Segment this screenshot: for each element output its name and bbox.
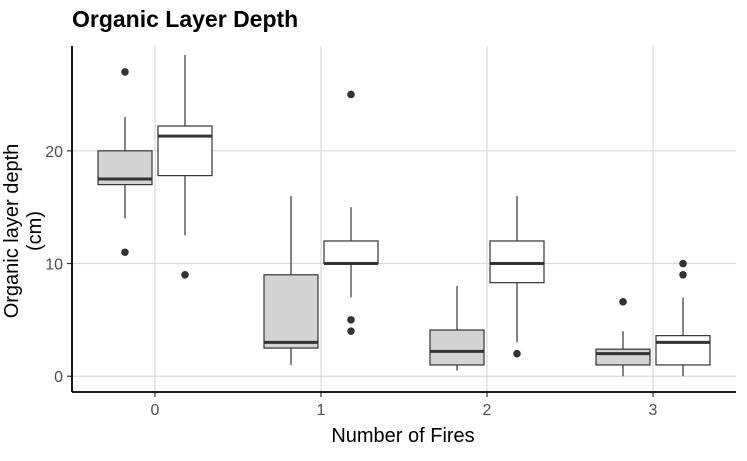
outlier-point <box>619 298 627 306</box>
chart-title: Organic Layer Depth <box>72 6 299 32</box>
box-group <box>489 195 545 358</box>
x-tick-label: 1 <box>317 402 326 419</box>
x-tick-label: 3 <box>649 402 658 419</box>
box-group <box>655 259 711 377</box>
axes: 0 10 20 0 1 2 3 <box>45 46 736 419</box>
y-axis-label: Organic layer depth (cm) <box>1 143 46 319</box>
y-tick-label: 20 <box>45 144 63 161</box>
outlier-point <box>121 68 129 76</box>
outlier-point <box>181 270 189 279</box>
box <box>323 240 379 265</box>
outlier-point <box>679 259 687 268</box>
box <box>595 348 651 366</box>
outlier-point <box>679 270 687 279</box>
outlier-point <box>513 349 521 358</box>
outlier-point <box>347 327 355 335</box>
box-group <box>595 298 651 377</box>
box-group <box>429 286 485 371</box>
outlier-point <box>121 248 129 257</box>
box-group <box>323 90 379 335</box>
box-group <box>97 68 153 257</box>
grid-lines <box>72 46 736 392</box>
y-tick-label: 0 <box>54 369 63 386</box>
outlier-point <box>347 90 355 99</box>
box <box>489 240 545 284</box>
x-tick-label: 2 <box>483 402 492 419</box>
x-axis-label: Number of Fires <box>331 425 475 447</box>
box <box>429 329 485 366</box>
box-group <box>263 195 319 365</box>
outlier-point <box>347 316 355 324</box>
box <box>157 125 213 177</box>
box <box>655 335 711 366</box>
box <box>263 274 319 349</box>
box-plots <box>97 55 711 377</box>
x-tick-label: 0 <box>151 402 160 419</box>
box-group <box>157 55 213 279</box>
y-tick-label: 10 <box>45 257 63 274</box>
